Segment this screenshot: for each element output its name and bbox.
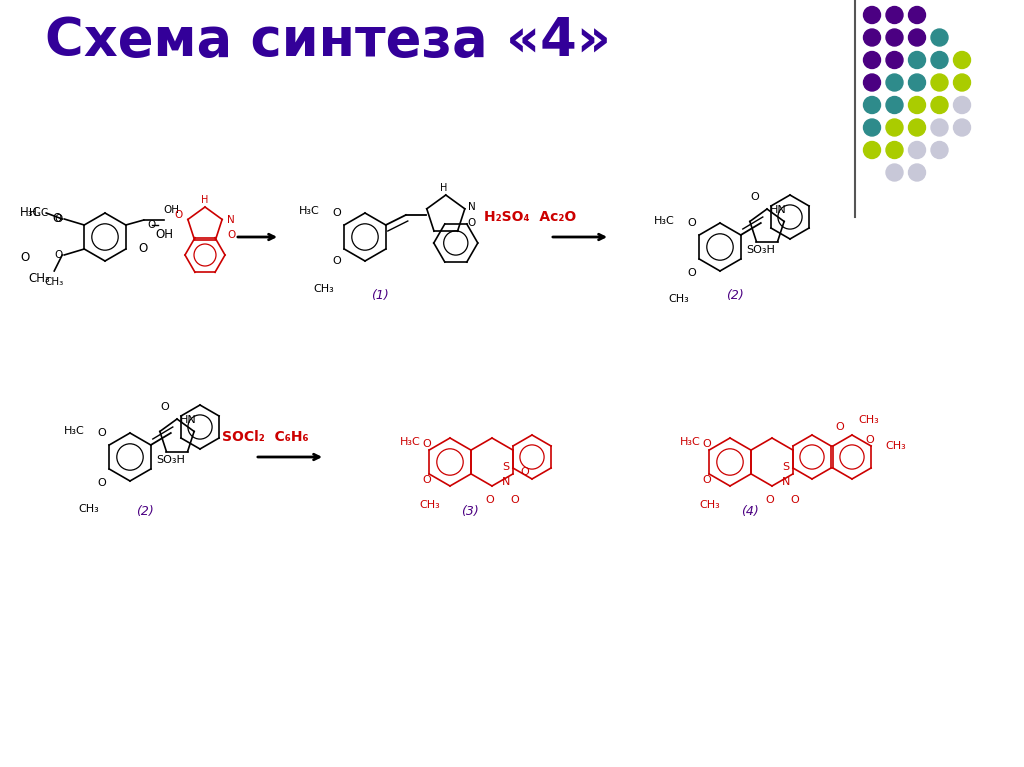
Circle shape: [908, 29, 926, 46]
Text: O: O: [790, 495, 799, 505]
Text: H₃C: H₃C: [400, 437, 421, 447]
Text: O: O: [520, 467, 528, 477]
Text: OH: OH: [155, 229, 173, 242]
Text: OH: OH: [164, 205, 180, 215]
Text: O: O: [865, 435, 873, 445]
Text: H: H: [202, 195, 209, 205]
Circle shape: [863, 51, 881, 68]
Text: SOCl₂  C₆H₆: SOCl₂ C₆H₆: [221, 430, 308, 444]
Text: O: O: [332, 256, 341, 266]
Text: (1): (1): [371, 288, 389, 301]
Text: O: O: [687, 218, 696, 228]
Circle shape: [931, 51, 948, 68]
Text: O: O: [687, 268, 696, 278]
Text: CH₃: CH₃: [28, 272, 50, 285]
Circle shape: [863, 141, 881, 159]
Text: H₃C: H₃C: [680, 437, 700, 447]
Circle shape: [953, 97, 971, 114]
Text: H₂SO₄  Ac₂O: H₂SO₄ Ac₂O: [484, 210, 577, 224]
Text: CH₃: CH₃: [699, 500, 720, 510]
Circle shape: [908, 164, 926, 181]
Circle shape: [863, 74, 881, 91]
Circle shape: [886, 141, 903, 159]
Circle shape: [886, 51, 903, 68]
Text: O: O: [52, 212, 61, 225]
Text: O: O: [332, 208, 341, 218]
Circle shape: [931, 74, 948, 91]
Text: (2): (2): [726, 288, 743, 301]
Text: O: O: [227, 230, 236, 240]
Circle shape: [931, 29, 948, 46]
Circle shape: [886, 6, 903, 24]
Circle shape: [908, 51, 926, 68]
Text: O: O: [97, 428, 105, 438]
Circle shape: [886, 164, 903, 181]
Text: CH₃: CH₃: [669, 294, 689, 304]
Text: O: O: [702, 475, 711, 485]
Text: O: O: [750, 192, 759, 202]
Text: H₃C: H₃C: [654, 216, 675, 226]
Text: O: O: [160, 402, 169, 412]
Text: SO₃H: SO₃H: [156, 455, 184, 465]
Text: S: S: [782, 462, 790, 472]
Text: O: O: [422, 475, 431, 485]
Circle shape: [931, 141, 948, 159]
Text: N: N: [502, 477, 510, 487]
Circle shape: [908, 119, 926, 136]
Circle shape: [953, 74, 971, 91]
Text: O: O: [147, 220, 156, 230]
Text: O: O: [54, 250, 62, 260]
Text: HN: HN: [770, 205, 786, 215]
Text: (3): (3): [461, 505, 479, 518]
Circle shape: [863, 97, 881, 114]
Text: O: O: [835, 422, 844, 432]
Text: N: N: [782, 477, 791, 487]
Circle shape: [908, 74, 926, 91]
Text: O: O: [765, 495, 774, 505]
Circle shape: [886, 97, 903, 114]
Text: O: O: [138, 242, 147, 255]
Text: O: O: [97, 478, 105, 488]
Circle shape: [953, 51, 971, 68]
Text: O: O: [422, 439, 431, 449]
Circle shape: [863, 6, 881, 24]
Circle shape: [886, 29, 903, 46]
Circle shape: [863, 29, 881, 46]
Text: H₃C: H₃C: [30, 208, 48, 218]
Circle shape: [908, 6, 926, 24]
Circle shape: [908, 141, 926, 159]
Text: SO₃H: SO₃H: [745, 245, 775, 255]
Circle shape: [886, 119, 903, 136]
Text: CH₃: CH₃: [313, 284, 335, 294]
Text: H₃C: H₃C: [65, 426, 85, 436]
Text: O: O: [54, 214, 62, 224]
Text: O: O: [485, 495, 494, 505]
Text: CH₃: CH₃: [885, 441, 906, 451]
Text: HN: HN: [180, 415, 197, 425]
Text: H: H: [440, 183, 447, 193]
Text: H₃C: H₃C: [20, 206, 42, 219]
Text: CH₃: CH₃: [858, 415, 879, 425]
Text: N: N: [227, 215, 234, 225]
Text: (4): (4): [741, 505, 759, 518]
Text: H₃C: H₃C: [299, 206, 319, 216]
Circle shape: [863, 119, 881, 136]
Text: S: S: [502, 462, 509, 472]
Text: O: O: [175, 210, 183, 220]
Text: CH₃: CH₃: [45, 277, 63, 287]
Circle shape: [931, 119, 948, 136]
Text: N: N: [468, 202, 475, 212]
Circle shape: [931, 97, 948, 114]
Circle shape: [953, 119, 971, 136]
Circle shape: [886, 74, 903, 91]
Text: O: O: [510, 495, 519, 505]
Text: O: O: [702, 439, 711, 449]
Text: Схема синтеза «4»: Схема синтеза «4»: [45, 15, 611, 67]
Text: O: O: [20, 251, 30, 264]
Text: (2): (2): [136, 505, 154, 518]
Text: O: O: [468, 218, 476, 228]
Text: CH₃: CH₃: [79, 504, 99, 514]
Circle shape: [908, 97, 926, 114]
Text: CH₃: CH₃: [420, 500, 440, 510]
